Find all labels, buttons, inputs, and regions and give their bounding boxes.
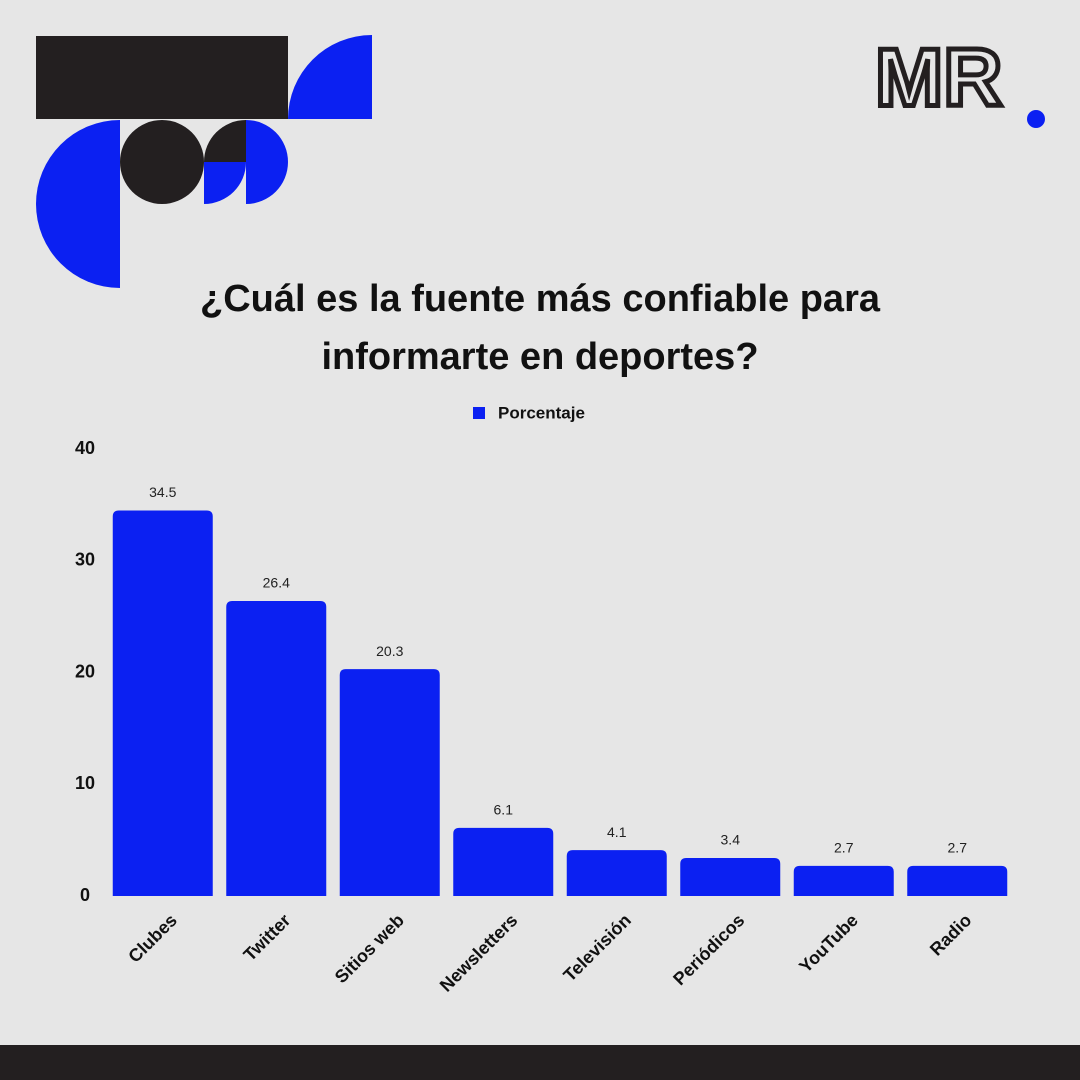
y-tick-label: 0 [80, 885, 90, 905]
y-tick-label: 10 [75, 773, 95, 793]
value-label: 3.4 [721, 832, 741, 848]
x-tick-label: Clubes [124, 910, 181, 967]
bar [112, 510, 213, 896]
x-tick-label: Televisión [559, 910, 634, 985]
x-tick-label: Newsletters [436, 910, 522, 996]
x-tick-label: Periódicos [669, 910, 748, 989]
value-label: 20.3 [376, 643, 403, 659]
footer-bar [0, 1045, 1080, 1080]
value-label: 26.4 [263, 575, 290, 591]
deco [36, 120, 120, 288]
bar [566, 850, 667, 896]
x-tick-label: YouTube [795, 910, 862, 977]
value-label: 6.1 [494, 802, 514, 818]
chart-title: ¿Cuál es la fuente más confiable para in… [200, 278, 880, 378]
bar [453, 827, 554, 896]
x-tick-label: Radio [926, 910, 976, 960]
deco [204, 162, 246, 204]
y-tick-label: 20 [75, 661, 95, 681]
logo-dot [1027, 110, 1045, 128]
deco [288, 35, 372, 119]
logo: MR [875, 33, 1003, 124]
bar [339, 669, 440, 896]
bar [793, 865, 894, 896]
value-label: 2.7 [948, 840, 968, 856]
legend-label: Porcentaje [498, 403, 585, 422]
bar [226, 600, 327, 896]
value-label: 4.1 [607, 824, 627, 840]
legend-swatch [473, 407, 485, 419]
x-tick-label: Twitter [240, 910, 295, 965]
bar [680, 858, 781, 896]
deco [120, 120, 204, 204]
y-tick-label: 30 [75, 550, 95, 570]
y-tick-label: 40 [75, 438, 95, 458]
bar [907, 865, 1008, 896]
x-tick-label: Sitios web [331, 910, 408, 987]
deco [36, 36, 288, 119]
value-label: 2.7 [834, 840, 854, 856]
deco [204, 120, 246, 162]
value-label: 34.5 [149, 484, 176, 500]
deco [246, 120, 288, 204]
